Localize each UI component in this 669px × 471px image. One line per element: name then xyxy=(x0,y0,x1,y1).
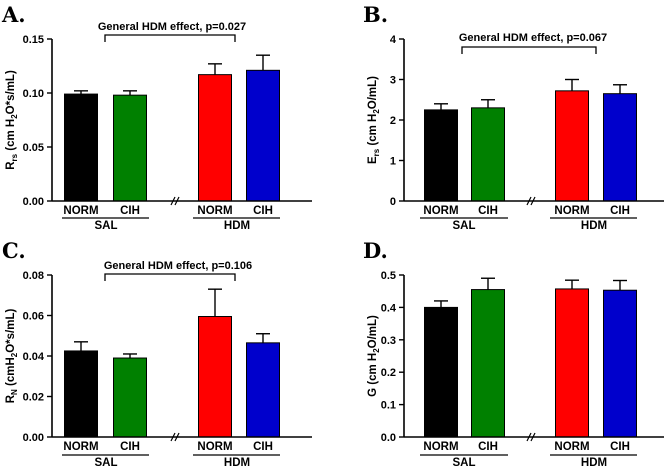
group-label-sal-a: SAL xyxy=(95,220,118,232)
category-labels-c: NORM CIH NORM CIH xyxy=(63,441,272,453)
y-tick-label: 0.00 xyxy=(23,196,44,208)
y-tick-label: 0.3 xyxy=(381,335,396,347)
category-label: NORM xyxy=(554,441,589,453)
bar-norm-sal xyxy=(424,306,458,438)
category-labels-b: NORM CIH NORM CIH xyxy=(423,205,629,217)
significance-bracket-c xyxy=(104,273,236,281)
y-tick-label: 0.05 xyxy=(23,142,44,154)
category-label: NORM xyxy=(423,205,458,217)
y-tick-label: 0.15 xyxy=(23,34,44,46)
y-ticks-a: 0.00 0.05 0.10 0.15 xyxy=(23,34,52,208)
y-tick-label: 0.0 xyxy=(381,432,396,444)
x-axis-break-c-2 xyxy=(174,432,180,442)
x-axis-break-c-1 xyxy=(170,432,176,442)
category-label: CIH xyxy=(610,205,630,217)
significance-bracket-a xyxy=(104,34,236,42)
panel-c: C. RN (cmH2O*s/mL) 0.000.020.040.060.08 … xyxy=(2,238,312,469)
y-axis-label-b: Ers (cm H2O/mL) xyxy=(367,76,381,164)
x-axis-break-a-1 xyxy=(170,196,176,206)
category-label: CIH xyxy=(478,205,498,217)
panel-letter-b: B. xyxy=(363,2,388,27)
panel-d: D. G (cm H2O/mL) 0.0 0.1 0.2 0.3 0.4 0.5 NORM… xyxy=(363,238,664,469)
bar-cih-sal xyxy=(113,94,147,202)
y-tick-label: 0.02 xyxy=(23,392,44,404)
group-label-sal-d: SAL xyxy=(453,457,476,469)
category-label: NORM xyxy=(423,441,458,453)
bar-cih-hdm xyxy=(246,69,280,202)
bar-norm-sal xyxy=(64,350,98,438)
category-label: NORM xyxy=(197,205,232,217)
y-tick-label: 0.08 xyxy=(23,270,44,282)
x-axis-break-d-1 xyxy=(526,432,532,442)
y-tick-label: 0.5 xyxy=(381,270,396,282)
y-tick-label: 0 xyxy=(390,196,396,208)
y-tick-label: 0.4 xyxy=(381,302,397,314)
y-tick-label: 4 xyxy=(390,34,397,46)
y-axis-label-a: Rrs (cm H2O*s/mL) xyxy=(5,70,19,170)
y-tick-label: 0.04 xyxy=(23,351,45,363)
y-tick-label: 0.2 xyxy=(381,367,396,379)
bars-b xyxy=(424,78,637,202)
y-tick-label: 0.1 xyxy=(381,400,396,412)
y-axis-label-c: RN (cmH2O*s/mL) xyxy=(5,309,19,404)
bars-d xyxy=(424,277,637,438)
panel-letter-a: A. xyxy=(1,2,26,27)
y-tick-label: 0.00 xyxy=(23,432,44,444)
y-ticks-b: 0 1 2 3 4 xyxy=(390,34,404,208)
annotation-c: General HDM effect, p=0.106 xyxy=(104,260,252,272)
annotation-b: General HDM effect, p=0.067 xyxy=(459,32,607,44)
bar-norm-sal xyxy=(64,93,98,202)
y-ticks-d: 0.0 0.1 0.2 0.3 0.4 0.5 xyxy=(381,270,404,444)
bar-norm-hdm xyxy=(555,288,589,438)
group-label-hdm-b: HDM xyxy=(581,220,607,232)
bar-norm-hdm xyxy=(198,316,232,438)
group-label-sal-c: SAL xyxy=(95,457,118,469)
category-label: CIH xyxy=(478,441,498,453)
x-axis-break-a-2 xyxy=(174,196,180,206)
bars-c xyxy=(64,288,280,438)
bar-cih-hdm xyxy=(603,289,637,438)
y-tick-label: 0.06 xyxy=(23,311,44,323)
category-label: NORM xyxy=(63,441,98,453)
y-tick-label: 3 xyxy=(390,75,396,87)
x-axis-break-b-2 xyxy=(530,196,536,206)
x-axis-break-b-1 xyxy=(526,196,532,206)
y-tick-label: 2 xyxy=(390,115,396,127)
category-label: CIH xyxy=(610,441,630,453)
bar-cih-hdm xyxy=(246,342,280,438)
bar-norm-hdm xyxy=(198,74,232,202)
category-labels-d: NORM CIH NORM CIH xyxy=(423,441,629,453)
category-labels-a: NORM CIH NORM CIH xyxy=(63,205,272,217)
bar-norm-sal xyxy=(424,109,458,202)
category-label: CIH xyxy=(253,205,273,217)
y-tick-label: 0.10 xyxy=(23,88,44,100)
panel-letter-d: D. xyxy=(363,238,388,263)
y-ticks-c: 0.00 0.02 0.04 0.06 0.08 xyxy=(23,270,52,444)
category-label: CIH xyxy=(120,441,140,453)
significance-bracket-b xyxy=(461,46,597,54)
category-label: CIH xyxy=(120,205,140,217)
bar-norm-hdm xyxy=(555,90,589,202)
category-label: NORM xyxy=(63,205,98,217)
bar-cih-sal xyxy=(471,289,505,438)
bar-cih-sal xyxy=(471,107,505,202)
category-label: NORM xyxy=(197,441,232,453)
bar-cih-sal xyxy=(113,357,147,438)
y-tick-label: 1 xyxy=(390,156,396,168)
group-label-hdm-d: HDM xyxy=(581,457,607,469)
panel-letter-c: C. xyxy=(2,238,26,263)
bar-cih-hdm xyxy=(603,93,637,202)
category-label: CIH xyxy=(253,441,273,453)
group-label-hdm-c: HDM xyxy=(224,457,250,469)
annotation-a: General HDM effect, p=0.027 xyxy=(98,21,246,33)
group-label-hdm-a: HDM xyxy=(224,220,250,232)
y-axis-label-d: G (cm H2O/mL) xyxy=(367,315,381,397)
panel-a: A. Rrs (cm H2O*s/mL) 0.00 0.05 0.10 0.15 NO… xyxy=(1,2,312,232)
category-label: NORM xyxy=(554,205,589,217)
bars-a xyxy=(64,54,280,202)
x-axis-break-d-2 xyxy=(530,432,536,442)
group-label-sal-b: SAL xyxy=(453,220,476,232)
